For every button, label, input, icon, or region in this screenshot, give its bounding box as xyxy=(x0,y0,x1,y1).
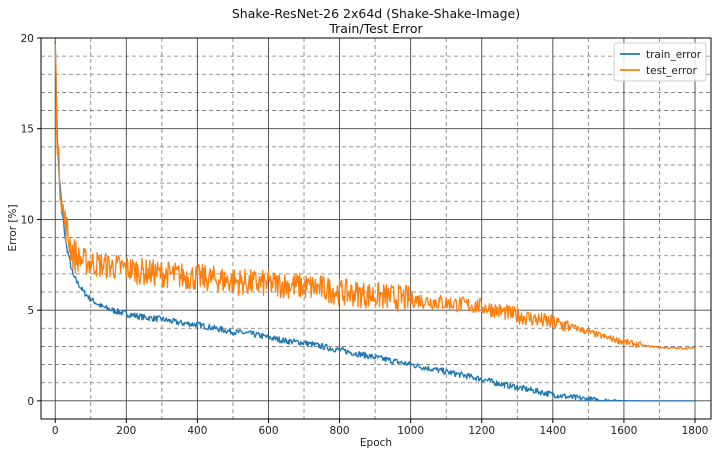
y-tick-label: 15 xyxy=(21,124,34,136)
chart-subtitle: Train/Test Error xyxy=(328,21,423,36)
x-tick-label: 800 xyxy=(330,425,350,437)
chart-title: Shake-ResNet-26 2x64d (Shake-Shake-Image… xyxy=(232,6,520,21)
plot-area xyxy=(54,41,696,402)
plot-frame xyxy=(40,37,712,420)
series-line-test_error xyxy=(54,43,696,350)
legend-label: test_error xyxy=(646,65,698,77)
legend-box xyxy=(613,42,707,82)
y-tick-label: 0 xyxy=(27,396,34,408)
x-axis-label: Epoch xyxy=(360,437,392,449)
legend: train_error test_error xyxy=(613,42,707,82)
x-tick-label: 1400 xyxy=(539,425,566,437)
y-tick-label: 10 xyxy=(21,214,34,226)
y-axis: 0 5 10 15 20 xyxy=(21,33,41,408)
series-line-train_error xyxy=(54,41,696,402)
x-tick-label: 1600 xyxy=(611,425,638,437)
x-tick-label: 0 xyxy=(52,425,59,437)
x-tick-label: 1000 xyxy=(397,425,424,437)
x-axis: 0 200 400 600 800 1000 1200 1400 1600 1800 xyxy=(52,419,708,437)
grid-lines xyxy=(41,37,711,419)
legend-label: train_error xyxy=(646,49,702,61)
x-tick-label: 200 xyxy=(116,425,136,437)
x-tick-label: 600 xyxy=(258,425,278,437)
y-tick-label: 20 xyxy=(21,33,34,45)
y-axis-label: Error [%] xyxy=(7,204,19,251)
x-tick-label: 1800 xyxy=(682,425,709,437)
x-tick-label: 400 xyxy=(187,425,207,437)
x-tick-label: 1200 xyxy=(468,425,495,437)
y-tick-label: 5 xyxy=(27,305,34,317)
